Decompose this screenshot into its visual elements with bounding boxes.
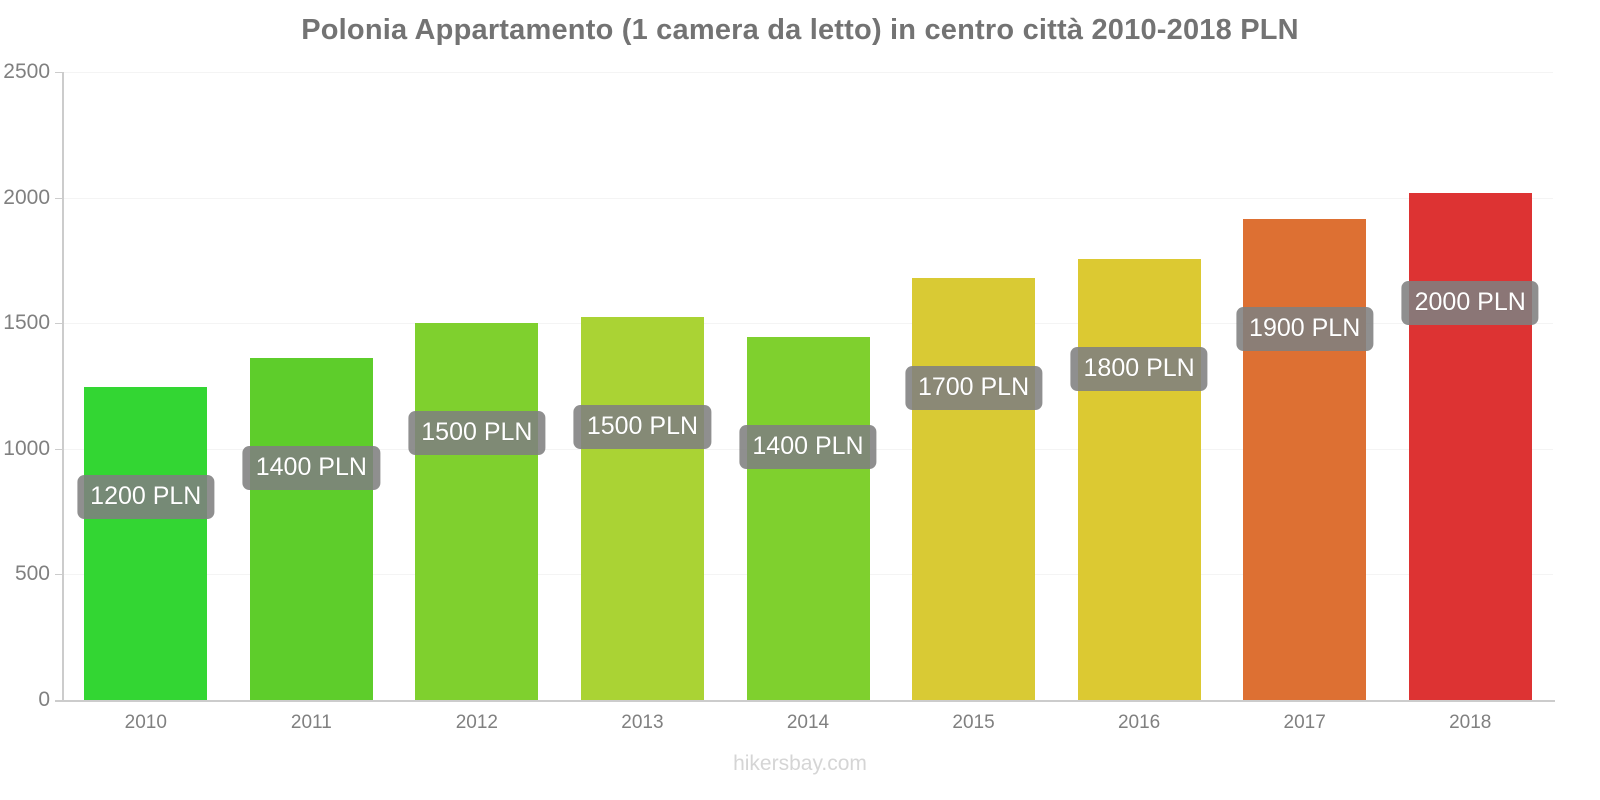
x-axis-tick-label: 2011 xyxy=(290,712,332,733)
x-axis-tick-label: 2016 xyxy=(1117,712,1161,733)
y-axis-tick-mark xyxy=(55,574,63,576)
bar-value-label: 1900 PLN xyxy=(1236,306,1374,351)
x-axis-line xyxy=(55,700,1555,702)
x-axis-tick-label: 2015 xyxy=(952,712,995,733)
bars-layer: 1200 PLN 1400 PLN 1500 PLN 1500 PLN 1400 PLN… xyxy=(63,72,1553,700)
gridline xyxy=(63,72,1553,73)
bar-2018[interactable] xyxy=(1408,192,1532,700)
bar-2011[interactable] xyxy=(249,358,373,700)
y-axis-tick-label: 1500 xyxy=(3,311,50,335)
y-axis-tick-label: 500 xyxy=(14,562,50,586)
bar-value-label: 1500 PLN xyxy=(573,404,712,449)
y-axis-tick-label: 0 xyxy=(38,688,50,711)
bar-value-label: 1400 PLN xyxy=(242,446,380,491)
bar-value-label: 1500 PLN xyxy=(408,411,546,456)
bar-2014[interactable] xyxy=(746,337,870,700)
y-axis-tick-mark xyxy=(55,323,63,325)
bar-2016[interactable] xyxy=(1077,259,1201,700)
x-axis-tick-label: 2014 xyxy=(786,712,830,733)
bar-value-label: 1800 PLN xyxy=(1070,347,1208,392)
y-axis-tick-mark xyxy=(55,72,63,73)
y-axis-tick-label: 2500 xyxy=(3,60,50,83)
bar-2010[interactable] xyxy=(84,387,208,700)
y-axis-labels: 0 500 1000 1500 2000 2500 xyxy=(0,60,50,711)
bar-2012[interactable] xyxy=(415,323,539,700)
y-axis-line xyxy=(62,72,64,701)
bar-value-label: 1400 PLN xyxy=(739,425,877,470)
bar-2017[interactable] xyxy=(1243,218,1367,700)
bar-value-label: 1200 PLN xyxy=(77,475,215,520)
bar-value-label: 1700 PLN xyxy=(904,365,1043,410)
footer-credit: hikersbay.com xyxy=(733,752,867,775)
gridline xyxy=(63,323,1553,325)
y-axis-tick-label: 1000 xyxy=(3,436,50,460)
gridline xyxy=(63,197,1553,199)
bar-2013[interactable] xyxy=(580,316,704,700)
x-axis-tick-label: 2012 xyxy=(455,712,499,733)
bar-2015[interactable] xyxy=(912,277,1036,700)
x-axis-labels: 2010 2011 2012 2013 2014 2015 2016 2017 2018 xyxy=(63,712,1553,742)
bar-value-label: 2000 PLN xyxy=(1401,280,1539,325)
x-axis-tick-label: 2010 xyxy=(124,712,167,733)
y-axis-tick-label: 2000 xyxy=(3,185,50,209)
y-axis-tick-mark xyxy=(55,448,63,450)
x-axis-tick-label: 2013 xyxy=(621,712,664,733)
page-title: Polonia Appartamento (1 camera da letto)… xyxy=(301,14,1299,46)
x-axis-tick-label: 2018 xyxy=(1449,712,1492,733)
x-axis-tick-label: 2017 xyxy=(1283,712,1326,733)
y-axis-tick-mark xyxy=(55,197,63,199)
